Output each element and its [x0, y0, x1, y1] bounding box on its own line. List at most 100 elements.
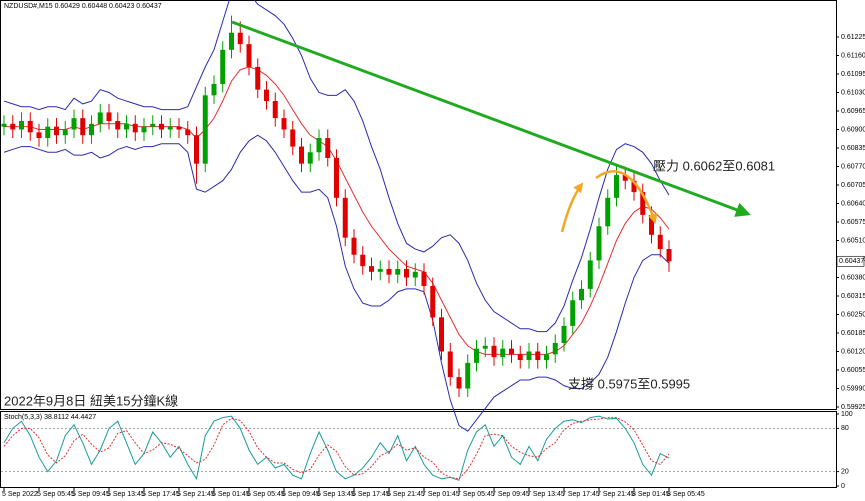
candle-body [141, 126, 147, 133]
band-upper [3, 0, 670, 333]
candle-body [614, 175, 619, 198]
candle-body [80, 118, 86, 136]
candle-body [482, 345, 488, 349]
x-tick-label: 7 Sep 21:45 [597, 491, 635, 498]
candle-body [36, 132, 42, 139]
candle-body [526, 351, 532, 361]
candle-body [202, 95, 208, 164]
x-tick-label: 6 Sep 05:45 [247, 491, 285, 498]
band-lower [3, 134, 670, 432]
stoch-frame [0, 411, 837, 488]
x-tick-label: 5 Sep 2022 [2, 491, 38, 498]
y-tick-label: 0.59925 [841, 404, 865, 411]
x-tick-label: 7 Sep 13:45 [527, 491, 565, 498]
y-tick-label: 0.60510 [841, 237, 865, 244]
x-tick-label: 7 Sep 09:45 [492, 491, 530, 498]
candle-body [535, 351, 541, 361]
y-tick-label: 0.60900 [841, 126, 865, 133]
y-tick-label: 80 [841, 425, 849, 432]
candle-body [307, 152, 313, 164]
symbol-header: NZDUSD#,M15 0.60429 0.60448 0.60423 0.60… [4, 3, 162, 10]
candle-body [570, 300, 576, 326]
x-tick-label: 8 Sep 05:45 [667, 491, 705, 498]
candle-body [404, 268, 409, 278]
chart-caption: 2022年9月8日 紐美15分鐘K線 [4, 393, 178, 408]
y-tick-label: 20 [841, 468, 849, 475]
candle-body [465, 362, 471, 389]
candle-body [10, 123, 16, 130]
candle-body [27, 120, 33, 133]
candle-body [54, 126, 59, 136]
y-tick-label: 0.60055 [841, 367, 865, 374]
y-tick-label: 0.60835 [841, 145, 865, 152]
x-tick-label: 7 Sep 01:45 [422, 491, 460, 498]
main-frame [0, 0, 837, 410]
candle-body [220, 49, 226, 84]
candle-body [167, 126, 173, 130]
x-tick-label: 5 Sep 09:45 [72, 491, 110, 498]
candle-body [132, 123, 138, 133]
y-tick-label: 0.60250 [841, 311, 865, 318]
candle-body [272, 101, 278, 119]
candle-body [115, 120, 121, 130]
stoch-k [3, 415, 670, 481]
candle-body [150, 123, 156, 127]
x-tick-label: 5 Sep 05:45 [37, 491, 75, 498]
candle-body [579, 288, 584, 301]
candle-body [351, 237, 357, 255]
y-tick-label: 0.61095 [841, 71, 865, 78]
y-tick-label: 0.60770 [841, 163, 865, 170]
candle-body [377, 268, 383, 272]
x-tick-label: 6 Sep 09:45 [282, 491, 320, 498]
candle-body [62, 129, 68, 136]
candle-body [421, 271, 427, 287]
y-tick-label: 0.60120 [841, 348, 865, 355]
x-tick-label: 7 Sep 17:45 [562, 491, 600, 498]
candle-body [194, 135, 199, 164]
candle-body [124, 123, 129, 130]
candle-body [369, 266, 374, 272]
candle-body [631, 180, 637, 193]
candle-body [246, 44, 252, 67]
candle-body [325, 138, 331, 158]
candle-body [447, 351, 453, 378]
candle-body [97, 112, 103, 124]
y-tick-label: 0 [841, 483, 845, 490]
arc-arrow [595, 170, 658, 224]
y-tick-label: 0.60965 [841, 108, 865, 115]
candle-body [649, 214, 654, 235]
candle-body [386, 268, 392, 275]
candle-body [229, 32, 234, 50]
candle-body [299, 146, 304, 164]
last-price-label: 0.60437 [839, 258, 864, 265]
candle-body [544, 354, 549, 361]
main-plot [1, 0, 672, 432]
y-tick-label: 100 [841, 411, 853, 418]
candle-body [176, 126, 182, 130]
candle-body [1, 123, 7, 127]
candle-body [657, 234, 663, 250]
y-tick-label: 0.61160 [841, 52, 865, 59]
x-tick-label: 5 Sep 17:45 [142, 491, 180, 498]
candle-body [211, 83, 217, 96]
stoch-d [3, 417, 670, 480]
candle-body [185, 129, 191, 136]
y-tick-label: 0.61030 [841, 89, 865, 96]
candle-body [71, 118, 77, 130]
support-note: 支撐 0.5975至0.5995 [568, 376, 690, 391]
candle-body [666, 249, 672, 262]
candle-body [430, 286, 436, 318]
candle-body [412, 271, 418, 278]
x-tick-label: 6 Sep 21:45 [387, 491, 425, 498]
candle-body [587, 260, 593, 289]
candle-body [334, 157, 339, 198]
candle-body [491, 345, 497, 358]
last-price-tag [836, 255, 865, 267]
candle-body [622, 175, 628, 181]
candle-body [264, 89, 269, 102]
stoch-plot [1, 415, 836, 481]
candle-body [500, 348, 506, 358]
candle-body [395, 268, 401, 275]
y-tick-label: 0.59990 [841, 385, 865, 392]
x-tick-label: 5 Sep 21:45 [177, 491, 215, 498]
